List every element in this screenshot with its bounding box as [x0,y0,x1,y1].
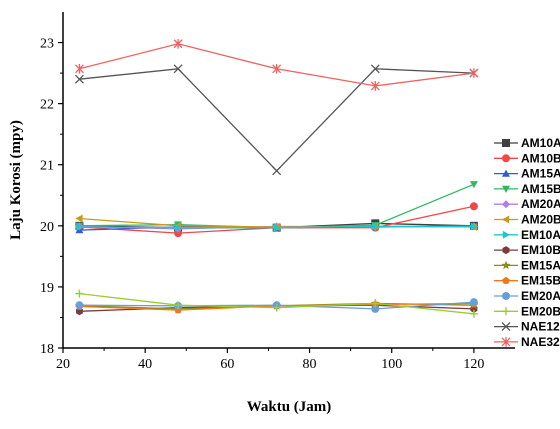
data-point [76,223,84,232]
series-em10a [76,222,478,232]
legend-marker [502,215,510,224]
legend-item-am10a: AM10A [494,136,560,150]
legend-label: AM10B [521,151,560,165]
legend-item-am20b: AM20B [494,213,560,227]
legend-item-am10b: AM10B [494,151,560,165]
legend-label: EM15B [521,274,560,288]
legend-marker [502,230,510,239]
legend-marker [501,260,511,270]
legend-item-am20a: AM20A [494,197,560,211]
y-axis-title: Laju Korosi (mpy) [8,120,24,240]
plot-area [74,38,479,318]
data-point [272,303,281,312]
data-point [74,74,84,84]
axes: 20 40 60 80 100 120 18 19 20 21 22 23 [40,12,515,372]
legend-marker [502,185,510,193]
legend-label: NAE12 [521,320,560,334]
legend-marker [502,154,510,163]
data-point [75,301,84,310]
legend-marker [502,292,510,300]
x-tick-label: 60 [220,357,234,372]
data-point [371,304,380,313]
legend-label: AM10A [521,136,560,150]
legend-label: AM15A [521,167,560,181]
data-point [470,222,478,231]
legend-label: AM20B [521,213,560,227]
data-point [273,223,281,232]
legend-label: EM10B [521,243,560,257]
legend-item-em15a: EM15A [494,258,560,272]
legend-item-em20a: EM20A [494,289,560,303]
y-tick-label: 20 [40,220,54,235]
legend-label: AM20A [521,197,560,211]
data-point [173,64,183,74]
legend-item-nae12: NAE12 [494,320,560,334]
x-tick-label: 100 [381,357,402,372]
legend-item-am15a: AM15A [494,167,560,181]
y-tick-label: 21 [40,159,54,174]
x-axis-title: Waktu (Jam) [247,399,332,415]
data-point [469,309,478,318]
legend-item-em10a: EM10A [494,228,560,242]
legend-label: EM20A [521,289,560,303]
legend-marker [502,246,510,255]
data-point [372,222,380,231]
legend-item-am15b: AM15B [494,182,560,196]
legend-item-nae32: NAE32 [494,335,560,349]
legend-marker [502,200,510,209]
data-point [174,229,183,238]
data-point [173,38,183,49]
y-tick-label: 19 [40,281,54,296]
x-tick-label: 20 [56,357,70,372]
series-line [79,183,475,229]
x-tick-label: 120 [463,357,484,372]
legend-item-em10b: EM10B [494,243,560,257]
x-tick-label: 80 [303,357,317,372]
legend-marker [502,169,510,177]
legend-label: EM15A [521,258,560,272]
data-point [174,223,183,232]
data-point [469,181,478,189]
series-em20b [75,289,478,318]
legend-label: EM20B [521,304,560,318]
legend-marker [502,307,510,316]
data-point [272,166,282,176]
legend-label: EM10A [521,228,560,242]
legend-marker [502,139,510,147]
y-tick-label: 23 [40,37,54,52]
data-point [272,64,282,74]
legend-marker [501,337,511,347]
data-point [469,298,478,307]
y-tick-label: 22 [40,98,54,113]
data-point [174,301,183,310]
series-line [79,68,474,172]
data-point [75,289,84,298]
series-nae32 [74,38,479,91]
legend-item-em15b: EM15B [494,274,560,288]
legend-marker [502,276,510,284]
data-point [75,214,83,223]
legend-label: NAE32 [521,335,560,349]
x-tick-label: 40 [138,357,152,372]
data-point [371,299,380,308]
data-point [370,81,380,91]
data-point [469,68,479,78]
legend-label: AM15B [521,182,560,196]
data-point [74,64,84,74]
data-point [370,64,380,74]
y-tick-label: 18 [40,342,54,357]
data-point [469,202,478,211]
legend-marker [501,322,511,332]
series-nae12 [74,64,479,176]
legend-item-em20b: EM20B [494,304,560,318]
